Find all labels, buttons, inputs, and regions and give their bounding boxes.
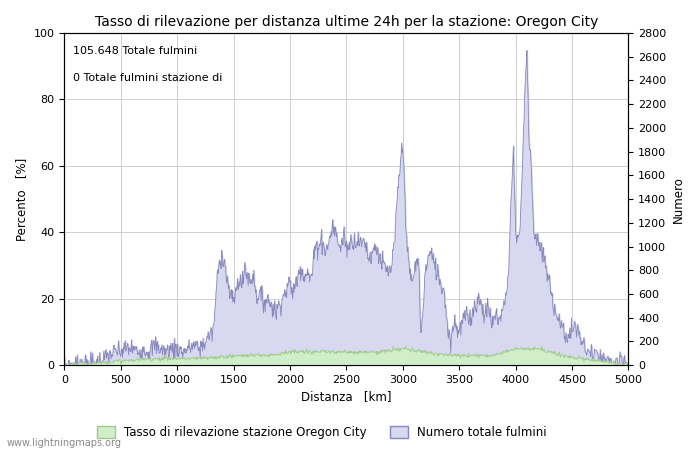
Y-axis label: Numero: Numero xyxy=(672,176,685,222)
Y-axis label: Percento   [%]: Percento [%] xyxy=(15,158,28,241)
Legend: Tasso di rilevazione stazione Oregon City, Numero totale fulmini: Tasso di rilevazione stazione Oregon Cit… xyxy=(92,422,552,444)
Text: 105.648 Totale fulmini: 105.648 Totale fulmini xyxy=(73,46,197,56)
X-axis label: Distanza   [km]: Distanza [km] xyxy=(301,391,391,404)
Title: Tasso di rilevazione per distanza ultime 24h per la stazione: Oregon City: Tasso di rilevazione per distanza ultime… xyxy=(94,15,598,29)
Text: 0 Totale fulmini stazione di: 0 Totale fulmini stazione di xyxy=(73,73,222,83)
Text: www.lightningmaps.org: www.lightningmaps.org xyxy=(7,438,122,448)
